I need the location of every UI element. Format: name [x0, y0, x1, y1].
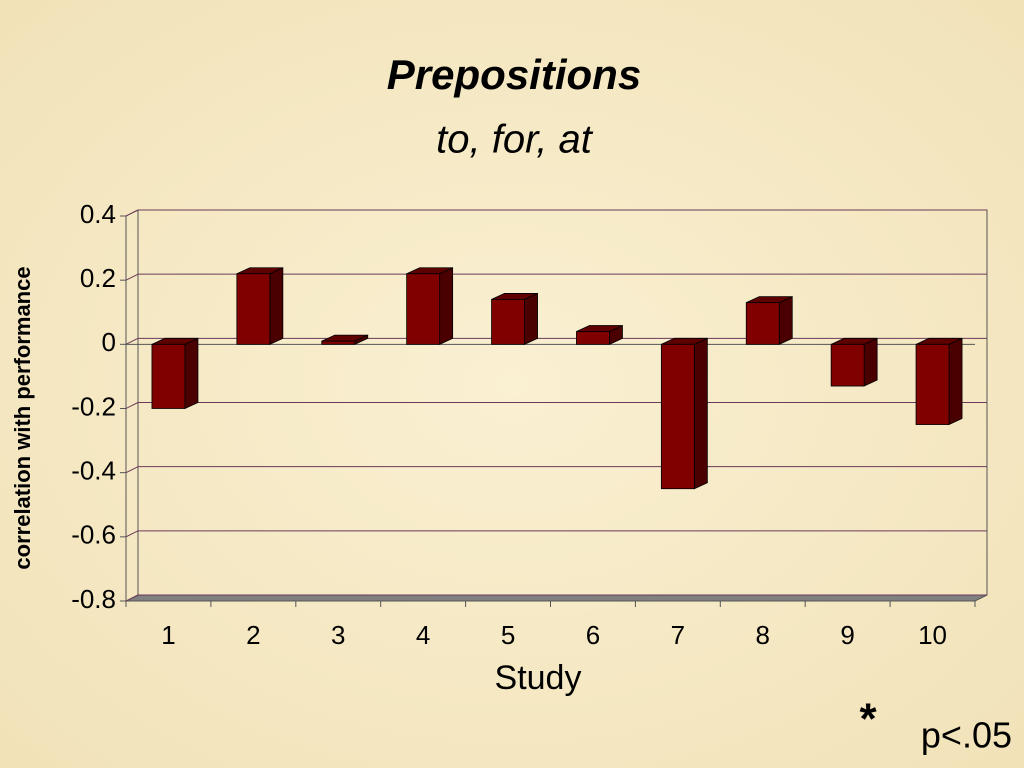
grid-depth	[125, 594, 139, 602]
grid-depth	[125, 402, 139, 409]
x-tick-label: 10	[918, 620, 947, 650]
bar	[745, 302, 780, 345]
bar	[830, 343, 865, 387]
grid-depth	[125, 466, 139, 474]
bar-side	[693, 337, 708, 490]
x-tick-label: 4	[416, 620, 430, 650]
grid-depth	[125, 209, 139, 217]
bar	[236, 273, 271, 345]
x-tick-label: 3	[331, 620, 345, 650]
bar	[321, 340, 356, 345]
x-tick-label: 2	[246, 620, 260, 650]
bar-side	[439, 267, 454, 345]
x-tick-label: 9	[840, 620, 854, 650]
annotation-mark: *	[859, 695, 877, 744]
bar	[491, 299, 525, 345]
x-axis-label: Study	[495, 659, 582, 697]
grid-depth	[125, 337, 139, 345]
x-tick-label: 5	[501, 620, 515, 650]
bar	[151, 343, 186, 409]
y-tick-label: -0.6	[71, 520, 116, 550]
x-tick-label: 6	[586, 620, 600, 650]
y-tick-label: -0.8	[71, 584, 116, 614]
bar-side	[863, 337, 878, 387]
bar	[406, 273, 441, 345]
chart-subtitle: to, for, at	[436, 118, 594, 162]
bar-side	[184, 337, 199, 410]
bar-side	[948, 337, 963, 426]
bar-side	[778, 295, 793, 345]
bar	[660, 343, 695, 490]
grid-depth	[125, 530, 139, 538]
y-tick-label: 0	[102, 327, 116, 357]
grid-depth	[125, 273, 139, 281]
bar	[576, 331, 610, 345]
chart-title: Prepositions	[387, 51, 641, 98]
x-tick-label: 8	[756, 620, 770, 650]
y-tick-label: -0.4	[71, 456, 116, 486]
annotation: p<.05	[921, 715, 1012, 756]
x-tick-label: 7	[671, 620, 685, 650]
bar	[915, 343, 950, 425]
bar-side	[524, 292, 538, 345]
x-tick-label: 1	[161, 620, 175, 650]
bar-side	[269, 267, 284, 345]
y-tick-label: 0.4	[80, 199, 116, 229]
floor	[125, 594, 988, 602]
y-tick-label: 0.2	[80, 263, 116, 293]
y-axis-label: correlation with performance	[10, 266, 35, 569]
y-tick-label: -0.2	[71, 391, 116, 421]
